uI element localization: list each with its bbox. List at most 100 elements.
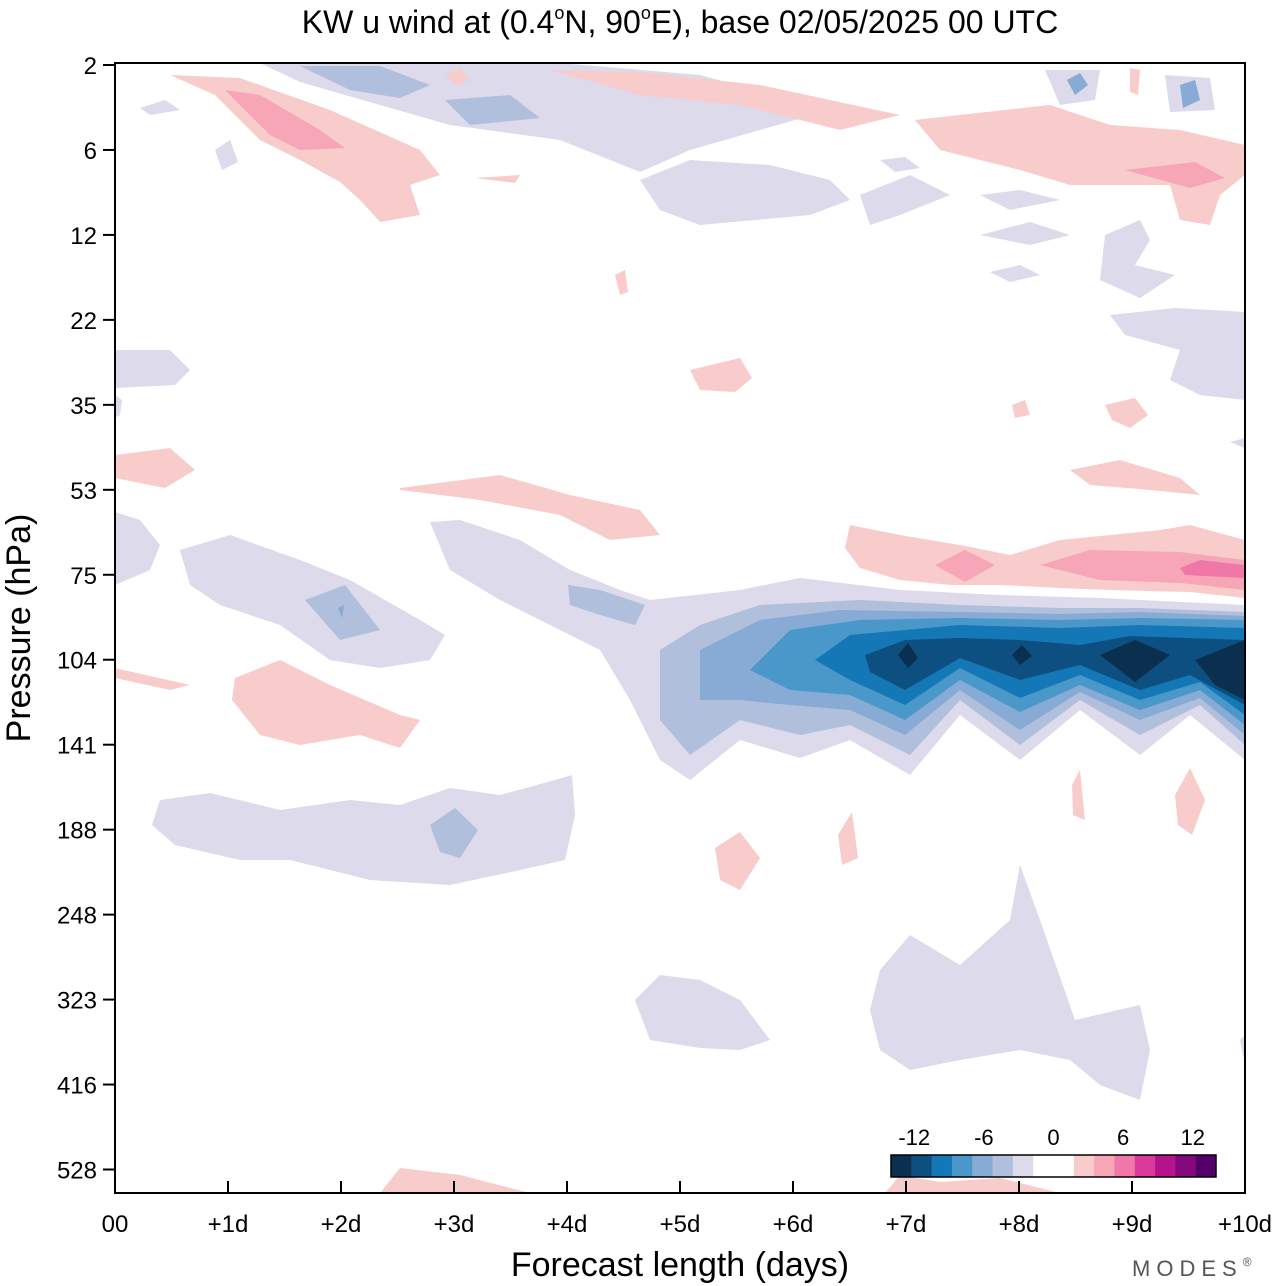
y-tick-label: 248 xyxy=(57,903,97,930)
contour-neg-top-blue2 xyxy=(445,95,540,125)
colorbar-label: -6 xyxy=(974,1125,994,1150)
contour-pos-right-35a xyxy=(1012,400,1030,418)
contour-neg-left-75 xyxy=(115,512,160,585)
x-tick-label: +1d xyxy=(208,1211,249,1238)
contour-neg-upper-right3 xyxy=(980,222,1070,245)
y-tick-label: 416 xyxy=(57,1073,97,1100)
y-tick-label: 323 xyxy=(57,988,97,1015)
colorbar-swatch xyxy=(931,1155,953,1177)
colorbar-swatch xyxy=(972,1155,994,1177)
contour-pos-top-mid xyxy=(550,70,900,130)
x-tick-label: +3d xyxy=(434,1211,475,1238)
y-axis: 2 6 12 22 35 53 75 104 141 188 248 323 416 528 xyxy=(57,53,115,1185)
colorbar-label: -12 xyxy=(898,1125,930,1150)
y-tick-label: 12 xyxy=(70,223,97,250)
contour-neg-upper-right5 xyxy=(990,265,1040,282)
contour-neg-mid-188 xyxy=(152,775,575,885)
colorbar-swatch xyxy=(911,1155,933,1177)
contour-pos-band-75d xyxy=(1180,560,1245,578)
contour-pos-center-30 xyxy=(690,358,752,392)
x-axis: 00 +1d +2d +3d +4d +5d +6d +7d +8d +9d +10d xyxy=(102,1181,1272,1238)
x-tick-label: +5d xyxy=(660,1211,701,1238)
contour-neg-upper-small xyxy=(880,157,920,172)
y-tick-label: 53 xyxy=(70,478,97,505)
x-tick-label: +8d xyxy=(999,1211,1040,1238)
colorbar-label: 0 xyxy=(1047,1125,1059,1150)
colorbar-swatch xyxy=(1053,1155,1075,1177)
contour-pos-band-75b xyxy=(935,550,995,582)
colorbar-swatch xyxy=(1134,1155,1156,1177)
x-tick-label: +7d xyxy=(886,1211,927,1238)
contour-pos-mid-53 xyxy=(400,475,660,540)
y-tick-label: 2 xyxy=(84,53,97,80)
contour-neg-left-22 xyxy=(115,350,190,388)
contour-neg-low-330 xyxy=(635,975,770,1050)
colorbar-label: 12 xyxy=(1181,1125,1205,1150)
contour-neg-edge-right xyxy=(1240,1035,1245,1065)
contour-pos-right-35b xyxy=(1105,398,1148,428)
contour-pos-left-120 xyxy=(115,668,190,690)
y-tick-label: 188 xyxy=(57,818,97,845)
contour-pos-tiny2 xyxy=(1130,68,1140,95)
contour-pos-small1 xyxy=(445,68,470,85)
y-tick-label: 528 xyxy=(57,1158,97,1185)
contour-pos-left-50 xyxy=(115,448,195,488)
contour-neg-topright-dot2 xyxy=(1180,80,1200,108)
colorbar-swatch xyxy=(1033,1155,1054,1177)
contour-pos-200 xyxy=(715,832,760,890)
contour-pos-bottom-mid xyxy=(380,1168,530,1193)
contour-neg-right-22 xyxy=(1110,308,1245,400)
contour-neg-jet-core1 xyxy=(898,643,918,668)
colorbar-swatch xyxy=(1094,1155,1115,1177)
contour-neg-jet-core4 xyxy=(1195,640,1245,700)
contour-neg-upper-right4 xyxy=(1100,220,1175,298)
contour-neg-jet-core2 xyxy=(1012,645,1032,665)
y-tick-label: 141 xyxy=(57,733,97,760)
colorbar-swatch xyxy=(1114,1155,1136,1177)
colorbar-swatch xyxy=(1175,1155,1197,1177)
brand-logo: MODES® xyxy=(1132,1255,1252,1281)
contour-pos-bottom-right xyxy=(885,1175,1060,1193)
contour-neg-low-right xyxy=(870,865,1150,1100)
contour-neg-right-edge xyxy=(1230,438,1245,448)
x-tick-label: 00 xyxy=(102,1211,129,1238)
x-axis-label: Forecast length (days) xyxy=(511,1246,849,1284)
contour-pos-small2 xyxy=(475,175,520,183)
contour-neg-small2 xyxy=(215,140,238,170)
colorbar-swatch xyxy=(1195,1155,1217,1177)
colorbar-swatch xyxy=(891,1155,912,1177)
y-tick-label: 75 xyxy=(70,563,97,590)
y-tick-label: 104 xyxy=(57,648,97,675)
contour-neg-upper-right2 xyxy=(980,190,1060,210)
x-tick-label: +9d xyxy=(1112,1211,1153,1238)
contour-neg-jet-blue1 xyxy=(568,585,645,625)
contour-fills xyxy=(115,63,1245,1193)
contour-neg-upper-mid xyxy=(640,160,850,225)
contour-neg-left-35 xyxy=(115,395,122,418)
colorbar-swatch xyxy=(1012,1155,1034,1177)
contour-pos-200d xyxy=(1175,768,1205,835)
contour-neg-small xyxy=(140,100,180,115)
contour-neg-upper-right1 xyxy=(860,175,950,225)
x-tick-label: +10d xyxy=(1218,1211,1272,1238)
x-tick-label: +6d xyxy=(773,1211,814,1238)
chart-title: KW u wind at (0.4oN, 90oE), base 02/05/2… xyxy=(302,3,1058,40)
contour-neg-top-blue1 xyxy=(300,66,430,98)
contour-neg-jet-core3 xyxy=(1100,640,1170,682)
contour-pos-mid-120 xyxy=(232,660,420,748)
y-tick-label: 6 xyxy=(84,138,97,165)
colorbar-swatch xyxy=(1155,1155,1176,1177)
contour-neg-topright-dot1 xyxy=(1067,73,1088,95)
colorbar: -12 -6 0 6 12 xyxy=(890,1125,1217,1178)
contour-pos-200b xyxy=(838,812,858,865)
contour-pos-topright-core xyxy=(1125,162,1225,188)
contour-pos-tiny xyxy=(615,270,628,295)
y-tick-label: 22 xyxy=(70,308,97,335)
contour-pos-right-53 xyxy=(1070,460,1200,495)
colorbar-swatch xyxy=(951,1155,973,1177)
contour-neg-mid-188-core xyxy=(430,808,478,858)
contour-pos-band-75c xyxy=(1040,550,1245,590)
contour-neg-mid-75-dot xyxy=(338,605,344,618)
contour-pos-top-west2 xyxy=(225,90,345,150)
